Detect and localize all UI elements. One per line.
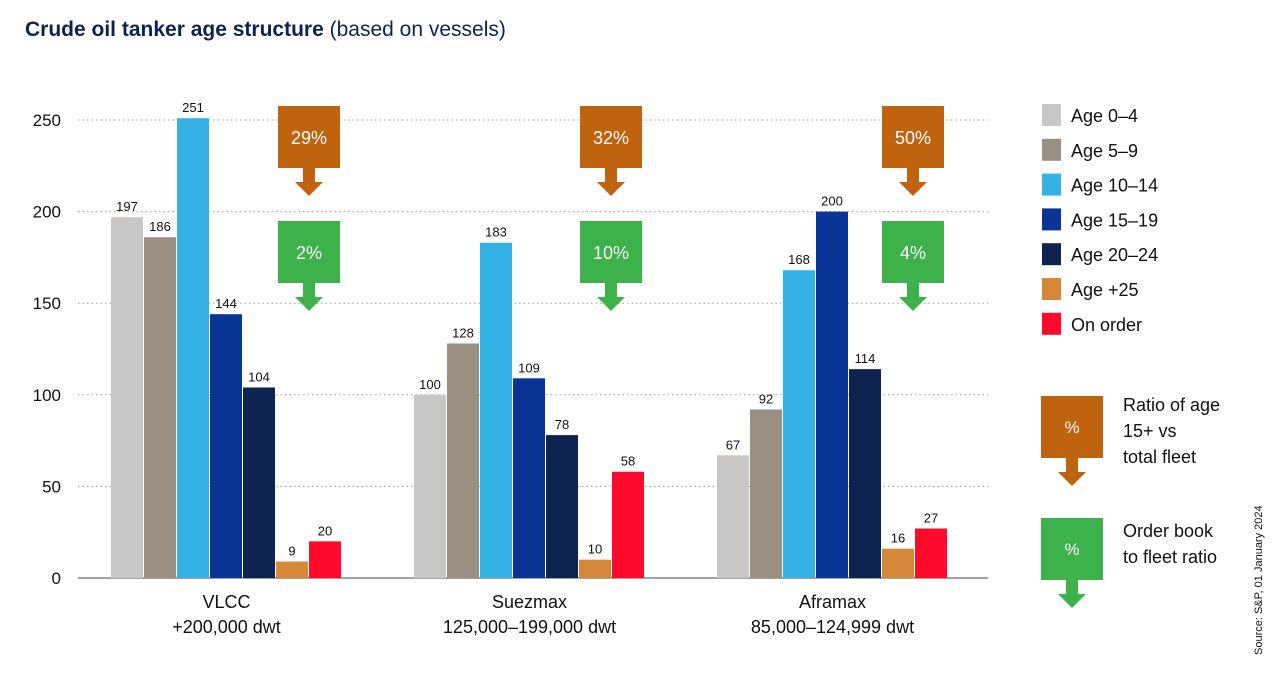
category-label-2-1: 85,000–124,999 dwt xyxy=(751,617,914,637)
bar-value-label-0-5: 9 xyxy=(288,544,295,559)
legend-swatch-5 xyxy=(1042,278,1061,300)
legend-ratio-text-0: Ratio of age xyxy=(1123,395,1220,415)
legend-ratio-arrow-icon xyxy=(1041,396,1103,486)
y-tick-label-250: 250 xyxy=(33,111,61,130)
legend-label-4: Age 20–24 xyxy=(1071,245,1158,265)
legend-label-6: On order xyxy=(1071,315,1142,335)
ratio-arrow-0 xyxy=(278,106,340,196)
bar-value-label-2-4: 114 xyxy=(855,351,876,366)
legend-ratio-text-2: total fleet xyxy=(1123,447,1196,467)
bar-value-label-1-0: 100 xyxy=(419,377,441,392)
legend-orderbook-arrow-symbol: % xyxy=(1064,540,1079,559)
legend-orderbook-text-0: Order book xyxy=(1123,521,1214,541)
bar-value-label-0-0: 197 xyxy=(116,199,138,214)
bar-1-0 xyxy=(414,394,446,578)
y-tick-label-100: 100 xyxy=(33,386,61,405)
bar-2-3 xyxy=(816,211,848,578)
bar-1-1 xyxy=(447,343,479,578)
ratio-arrow-label-1: 32% xyxy=(593,128,629,148)
bar-2-4 xyxy=(849,369,881,578)
orderbook-arrow-label-1: 10% xyxy=(593,243,629,263)
legend-orderbook-text-1: to fleet ratio xyxy=(1123,547,1217,567)
bar-2-2 xyxy=(783,270,815,578)
bar-2-5 xyxy=(882,548,914,578)
ratio-arrow-label-0: 29% xyxy=(291,128,327,148)
legend-orderbook-arrow-icon xyxy=(1041,518,1103,608)
legend-swatch-6 xyxy=(1042,312,1061,335)
bar-0-3 xyxy=(210,314,242,578)
bar-value-label-2-3: 200 xyxy=(821,194,843,209)
chart-title: Crude oil tanker age structure (based on… xyxy=(25,18,506,42)
legend-label-3: Age 15–19 xyxy=(1071,210,1158,230)
category-label-0-1: +200,000 dwt xyxy=(172,617,281,637)
bar-value-label-2-1: 92 xyxy=(759,391,773,406)
bar-value-label-1-5: 10 xyxy=(588,542,602,557)
orderbook-arrow-0 xyxy=(278,221,340,311)
ratio-arrow-1 xyxy=(580,106,642,196)
orderbook-arrow-label-2: 4% xyxy=(900,243,926,263)
category-label-1-1: 125,000–199,000 dwt xyxy=(443,617,616,637)
legend-swatch-1 xyxy=(1042,138,1061,161)
legend-label-0: Age 0–4 xyxy=(1071,106,1138,126)
bar-0-6 xyxy=(309,541,341,578)
category-label-2-0: Aframax xyxy=(799,592,866,612)
category-label-1-0: Suezmax xyxy=(492,592,567,612)
bar-value-label-2-0: 67 xyxy=(726,437,740,452)
y-tick-label-50: 50 xyxy=(42,477,61,496)
bar-0-0 xyxy=(111,217,143,578)
legend-label-1: Age 5–9 xyxy=(1071,141,1138,161)
bar-1-4 xyxy=(546,435,578,578)
legend-ratio-text-1: 15+ vs xyxy=(1123,421,1177,441)
bar-2-1 xyxy=(750,409,782,578)
bar-2-0 xyxy=(717,455,749,578)
bar-value-label-0-1: 186 xyxy=(149,219,171,234)
bar-value-label-1-6: 58 xyxy=(621,454,635,469)
legend-swatch-4 xyxy=(1042,243,1061,266)
bar-1-3 xyxy=(513,378,545,578)
bar-0-1 xyxy=(144,237,176,579)
bar-value-label-0-6: 20 xyxy=(318,523,332,538)
bar-value-label-1-2: 183 xyxy=(485,225,507,240)
bar-value-label-1-3: 109 xyxy=(518,360,540,375)
orderbook-arrow-2 xyxy=(882,221,944,311)
legend-swatch-0 xyxy=(1042,104,1061,126)
orderbook-arrow-1 xyxy=(580,221,642,311)
y-tick-label-150: 150 xyxy=(33,294,61,313)
category-label-0-0: VLCC xyxy=(202,592,250,612)
bar-0-2 xyxy=(177,118,209,578)
legend-ratio-arrow-symbol: % xyxy=(1064,418,1079,437)
bar-value-label-1-4: 78 xyxy=(555,417,569,432)
legend-swatch-3 xyxy=(1042,208,1061,231)
bar-value-label-0-4: 104 xyxy=(248,369,270,384)
bar-1-5 xyxy=(579,559,611,578)
bar-value-label-2-2: 168 xyxy=(788,252,810,267)
ratio-arrow-2 xyxy=(882,106,944,196)
bar-value-label-0-3: 144 xyxy=(215,296,237,311)
bar-value-label-2-6: 27 xyxy=(924,511,938,526)
legend-swatch-2 xyxy=(1042,173,1061,196)
source-note: Source: S&P, 01 January 2024 xyxy=(1253,505,1265,655)
bar-1-2 xyxy=(480,242,512,578)
bar-2-6 xyxy=(915,528,947,578)
legend-label-2: Age 10–14 xyxy=(1071,176,1158,196)
y-tick-label-0: 0 xyxy=(52,569,61,588)
bar-0-4 xyxy=(243,387,275,578)
legend-label-5: Age +25 xyxy=(1071,280,1139,300)
bar-value-label-1-1: 128 xyxy=(452,326,474,341)
chart-title-sub: (based on vessels) xyxy=(329,18,506,41)
chart-title-main: Crude oil tanker age structure xyxy=(25,18,324,41)
bar-value-label-2-5: 16 xyxy=(891,531,905,546)
bar-1-6 xyxy=(612,471,644,578)
bar-0-5 xyxy=(276,561,308,578)
y-tick-label-200: 200 xyxy=(33,203,61,222)
orderbook-arrow-label-0: 2% xyxy=(296,243,322,263)
bar-value-label-0-2: 251 xyxy=(182,100,204,115)
ratio-arrow-label-2: 50% xyxy=(895,128,931,148)
